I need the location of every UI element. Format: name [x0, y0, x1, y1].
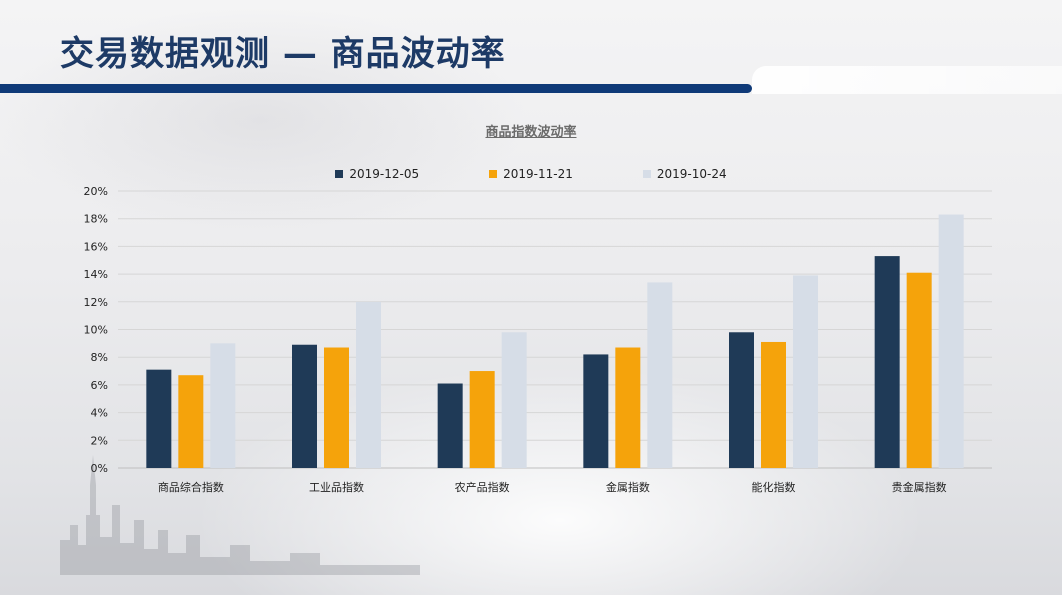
- bar-1-0: [292, 344, 317, 468]
- header-accent-bar: [0, 84, 752, 93]
- x-tick-label-2: 农产品指数: [455, 480, 510, 494]
- bar-0-0: [146, 369, 172, 468]
- y-tick-label-10: 20%: [84, 185, 108, 198]
- y-tick-label-3: 6%: [91, 379, 108, 392]
- bar-0-1: [178, 375, 204, 468]
- legend-label-series-1: 2019-11-21: [503, 167, 573, 181]
- legend-swatch-series-1: [489, 170, 498, 178]
- legend-item-series-1: 2019-11-21: [489, 167, 573, 181]
- x-tick-label-3: 金属指数: [606, 480, 650, 494]
- chart-legend: 2019-12-05 2019-11-21 2019-10-24: [0, 167, 1062, 181]
- y-tick-label-4: 8%: [91, 351, 108, 364]
- chart-title: 商品指数波动率: [485, 125, 577, 140]
- y-tick-label-2: 4%: [91, 407, 108, 420]
- bar-2-1: [469, 371, 495, 468]
- bar-5-1: [906, 272, 932, 468]
- legend-item-series-2: 2019-10-24: [642, 167, 727, 181]
- y-tick-label-1: 2%: [91, 434, 108, 447]
- legend-label-series-0: 2019-12-05: [349, 167, 420, 181]
- legend-swatch-series-0: [335, 170, 344, 178]
- bar-3-2: [647, 282, 673, 468]
- page-title: 交易数据观测 — 商品波动率: [60, 34, 506, 74]
- legend-swatch-series-2: [642, 170, 651, 178]
- bar-5-2: [938, 214, 964, 468]
- y-tick-label-5: 10%: [84, 324, 108, 337]
- y-tick-label-6: 12%: [84, 296, 108, 309]
- bar-0-2: [210, 343, 236, 468]
- bar-5-0: [874, 256, 900, 468]
- x-tick-label-0: 商品综合指数: [158, 480, 224, 494]
- y-tick-label-7: 14%: [84, 268, 108, 281]
- bar-1-2: [356, 301, 381, 468]
- x-tick-label-5: 贵金属指数: [892, 480, 947, 494]
- header-accent-light: [752, 66, 1062, 94]
- y-tick-label-9: 18%: [84, 213, 108, 226]
- y-tick-label-0: 0%: [91, 462, 108, 475]
- bar-4-1: [761, 341, 786, 468]
- bar-4-2: [793, 275, 818, 468]
- bar-2-0: [437, 383, 463, 468]
- bar-2-2: [501, 332, 527, 468]
- y-tick-label-8: 16%: [84, 240, 108, 253]
- bar-3-0: [583, 354, 609, 468]
- legend-item-series-0: 2019-12-05: [335, 167, 419, 181]
- bar-4-0: [729, 332, 754, 468]
- city-skyline-decoration: [60, 455, 420, 575]
- x-tick-label-1: 工业品指数: [309, 480, 364, 494]
- bar-1-1: [324, 347, 349, 468]
- bar-3-1: [615, 347, 641, 468]
- legend-label-series-2: 2019-10-24: [656, 167, 727, 181]
- x-tick-label-4: 能化指数: [752, 480, 796, 494]
